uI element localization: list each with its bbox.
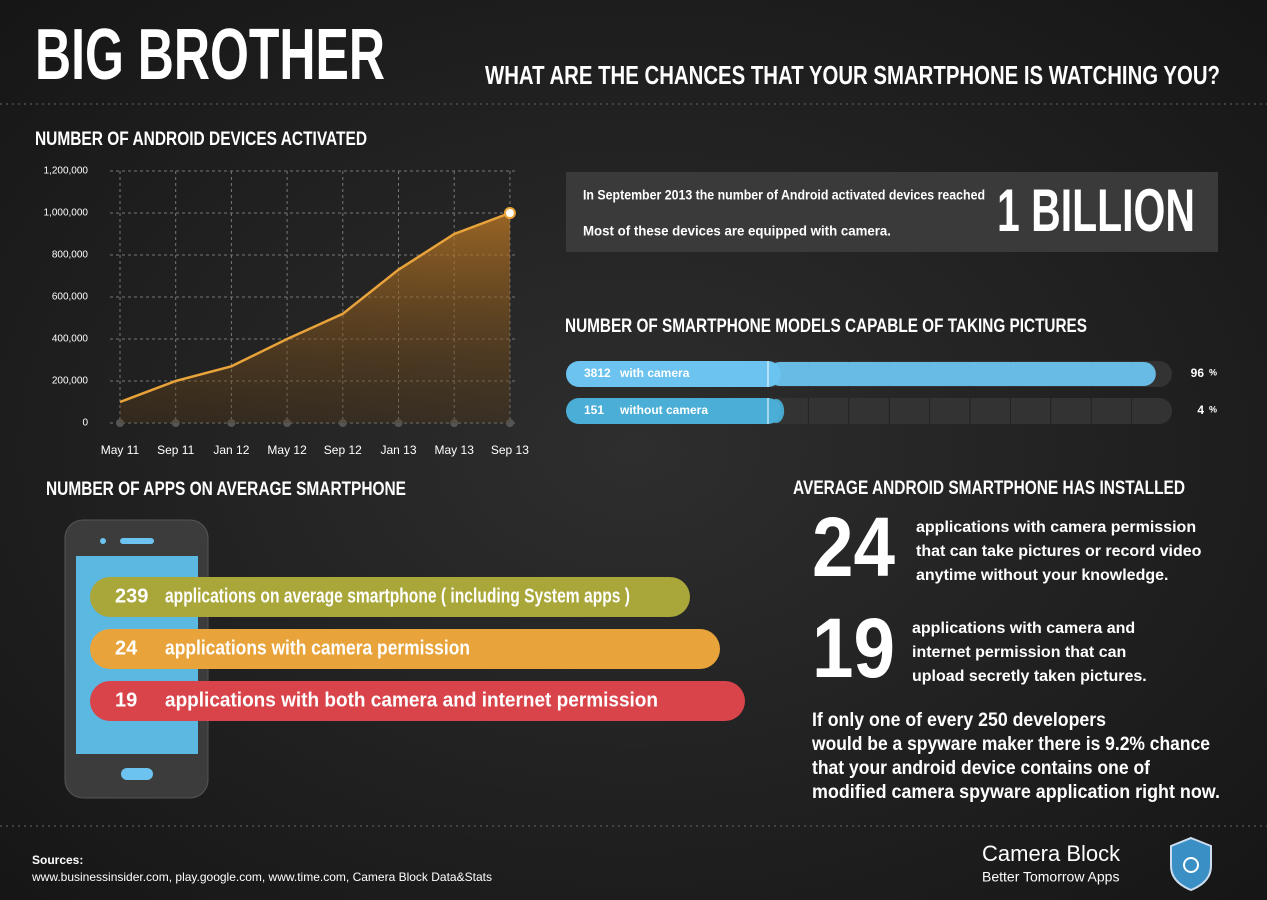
installed-number: 24 <box>812 500 895 594</box>
x-tick-label: Sep 12 <box>324 443 362 457</box>
installed-note: that your android device contains one of <box>812 758 1151 779</box>
billion-line: Most of these devices are equipped with … <box>583 223 891 239</box>
app-label: applications with both camera and intern… <box>165 689 658 711</box>
y-tick-label: 400,000 <box>52 334 89 345</box>
bar-percent-unit: % <box>1209 367 1217 377</box>
line <box>119 211 511 404</box>
y-tick-label: 1,200,000 <box>44 166 89 177</box>
subtitle: WHAT ARE THE CHANCES THAT YOUR SMARTPHON… <box>485 60 1220 90</box>
phone-button <box>121 768 153 780</box>
bar <box>768 399 785 423</box>
app-label: applications with camera permission <box>165 637 470 659</box>
bar-percent: 96 <box>1191 366 1205 380</box>
installed-text: applications with camera permission <box>916 519 1196 536</box>
bar-percent: 4 <box>1197 403 1204 417</box>
bar <box>768 362 1156 386</box>
app-bar <box>90 577 690 617</box>
installed-text: internet permission that can <box>912 644 1126 661</box>
billion-big: 1 BILLION <box>997 177 1195 244</box>
installed-number: 19 <box>812 601 895 695</box>
end-point <box>503 207 516 219</box>
installed-text: applications with camera and <box>912 620 1135 637</box>
x-tick-label: May 11 <box>101 443 140 457</box>
bar-count: 3812 <box>584 366 611 380</box>
bar-category: with camera <box>619 366 690 380</box>
y-tick-label: 600,000 <box>52 292 89 303</box>
installed-text: upload secretly taken pictures. <box>912 668 1147 685</box>
phone-speaker <box>120 538 154 544</box>
app-count: 239 <box>115 585 148 607</box>
x-tick-label: Sep 13 <box>491 443 529 457</box>
bar-percent-unit: % <box>1209 404 1217 414</box>
bar-count: 151 <box>584 403 604 417</box>
app-count: 19 <box>115 689 137 711</box>
y-tick-label: 1,000,000 <box>44 208 89 219</box>
bar-label-pill <box>566 398 781 424</box>
installed-note: If only one of every 250 developers <box>812 710 1106 731</box>
x-tick-label: Jan 13 <box>380 443 416 457</box>
bar-label-pill <box>566 361 781 387</box>
brand-tagline: Better Tomorrow Apps <box>982 869 1119 885</box>
installed-text: anytime without your knowledge. <box>916 567 1168 584</box>
brand-icon-lens <box>1183 857 1199 873</box>
installed-note: modified camera spyware application righ… <box>812 782 1220 803</box>
installed-text: that can take pictures or record video <box>916 543 1202 560</box>
x-tick-label: May 12 <box>267 443 307 457</box>
app-label: applications on average smartphone ( inc… <box>165 585 630 607</box>
apps-title: NUMBER OF APPS ON AVERAGE SMARTPHONE <box>46 479 406 500</box>
y-tick-label: 800,000 <box>52 250 89 261</box>
app-bar <box>90 629 720 669</box>
y-tick-label: 200,000 <box>52 376 89 387</box>
billion-line: In September 2013 the number of Android … <box>583 187 985 203</box>
billion-box <box>566 172 1218 252</box>
x-tick-label: May 13 <box>435 443 475 457</box>
app-bar <box>90 681 745 721</box>
brand-icon <box>1170 836 1212 892</box>
bar-category: without camera <box>619 403 708 417</box>
title: BIG BROTHER <box>35 15 385 95</box>
chart-title: NUMBER OF ANDROID DEVICES ACTIVATED <box>35 129 367 150</box>
x-tick-label: Sep 11 <box>157 443 194 457</box>
x-tick-label: Jan 12 <box>213 443 249 457</box>
phone-camera <box>100 538 106 544</box>
sources-text: www.businessinsider.com, play.google.com… <box>31 870 492 884</box>
installed-note: would be a spyware maker there is 9.2% c… <box>811 734 1210 755</box>
brand-name: Camera Block <box>982 841 1121 866</box>
installed-title: AVERAGE ANDROID SMARTPHONE HAS INSTALLED <box>793 478 1185 499</box>
app-count: 24 <box>115 637 138 659</box>
sources-title: Sources: <box>32 853 83 867</box>
chart-title: NUMBER OF SMARTPHONE MODELS CAPABLE OF T… <box>565 316 1087 337</box>
y-tick-label: 0 <box>82 418 88 429</box>
